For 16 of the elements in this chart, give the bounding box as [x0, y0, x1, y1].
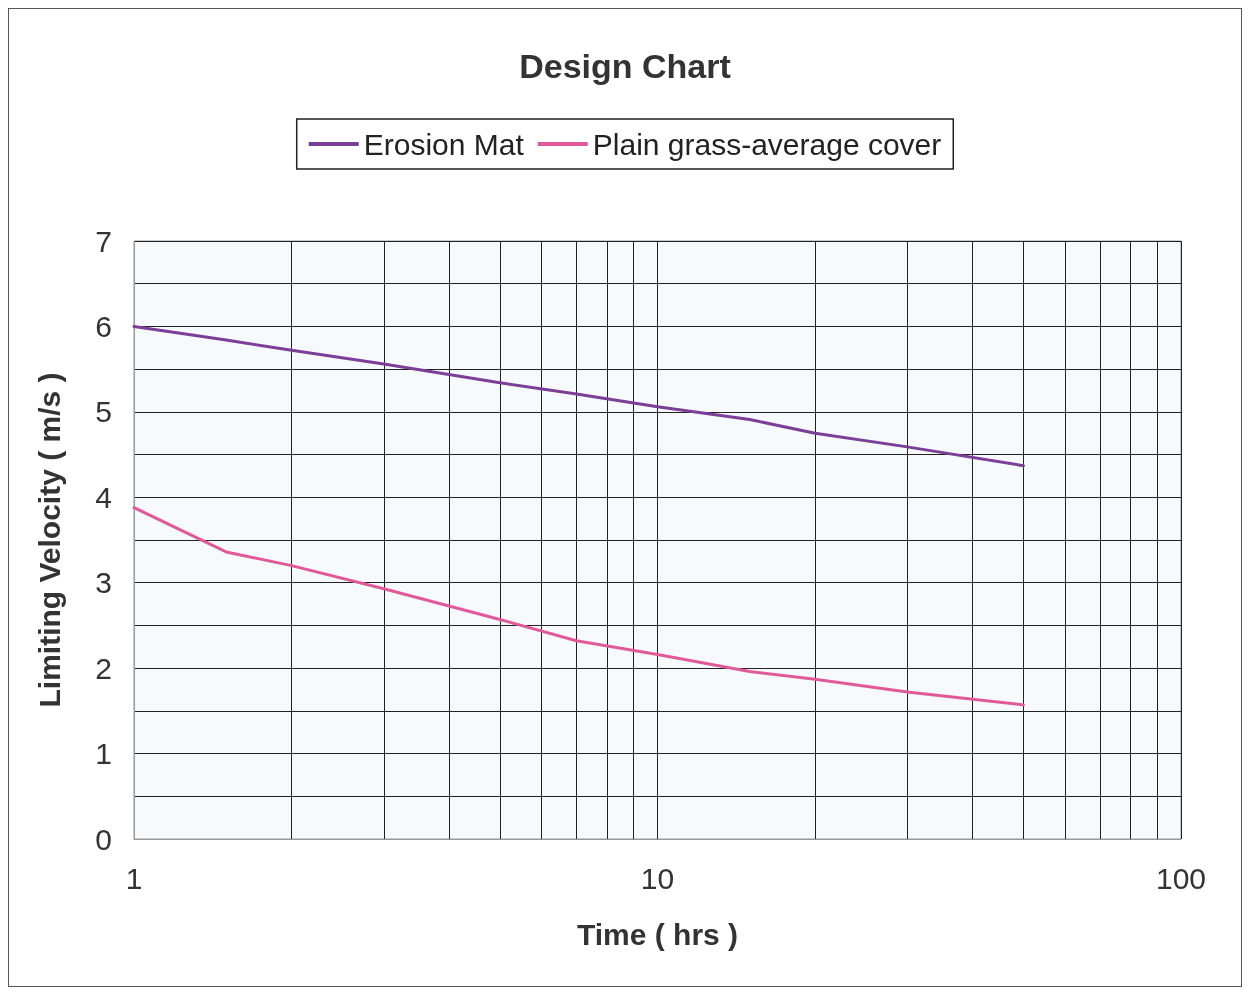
y-tick-label: 4 [95, 480, 112, 514]
y-tick-label: 3 [95, 566, 112, 600]
y-axis-title: Limiting Velocity ( m/s ) [32, 372, 66, 708]
x-tick-label: 100 [1155, 861, 1207, 895]
legend-label: Erosion Mat [363, 127, 525, 161]
y-tick-label: 5 [95, 395, 112, 429]
y-tick-label: 0 [95, 822, 112, 856]
x-tick-label: 10 [640, 861, 675, 895]
y-tick-label: 7 [95, 224, 112, 258]
y-tick-label: 6 [95, 309, 112, 343]
y-tick-label: 2 [95, 651, 112, 685]
x-axis-title: Time ( hrs ) [576, 917, 739, 951]
x-tick-label: 1 [125, 861, 143, 895]
chart-title: Design Chart [519, 47, 731, 85]
legend-label: Plain grass-average cover [592, 127, 942, 161]
y-tick-label: 1 [95, 737, 112, 771]
